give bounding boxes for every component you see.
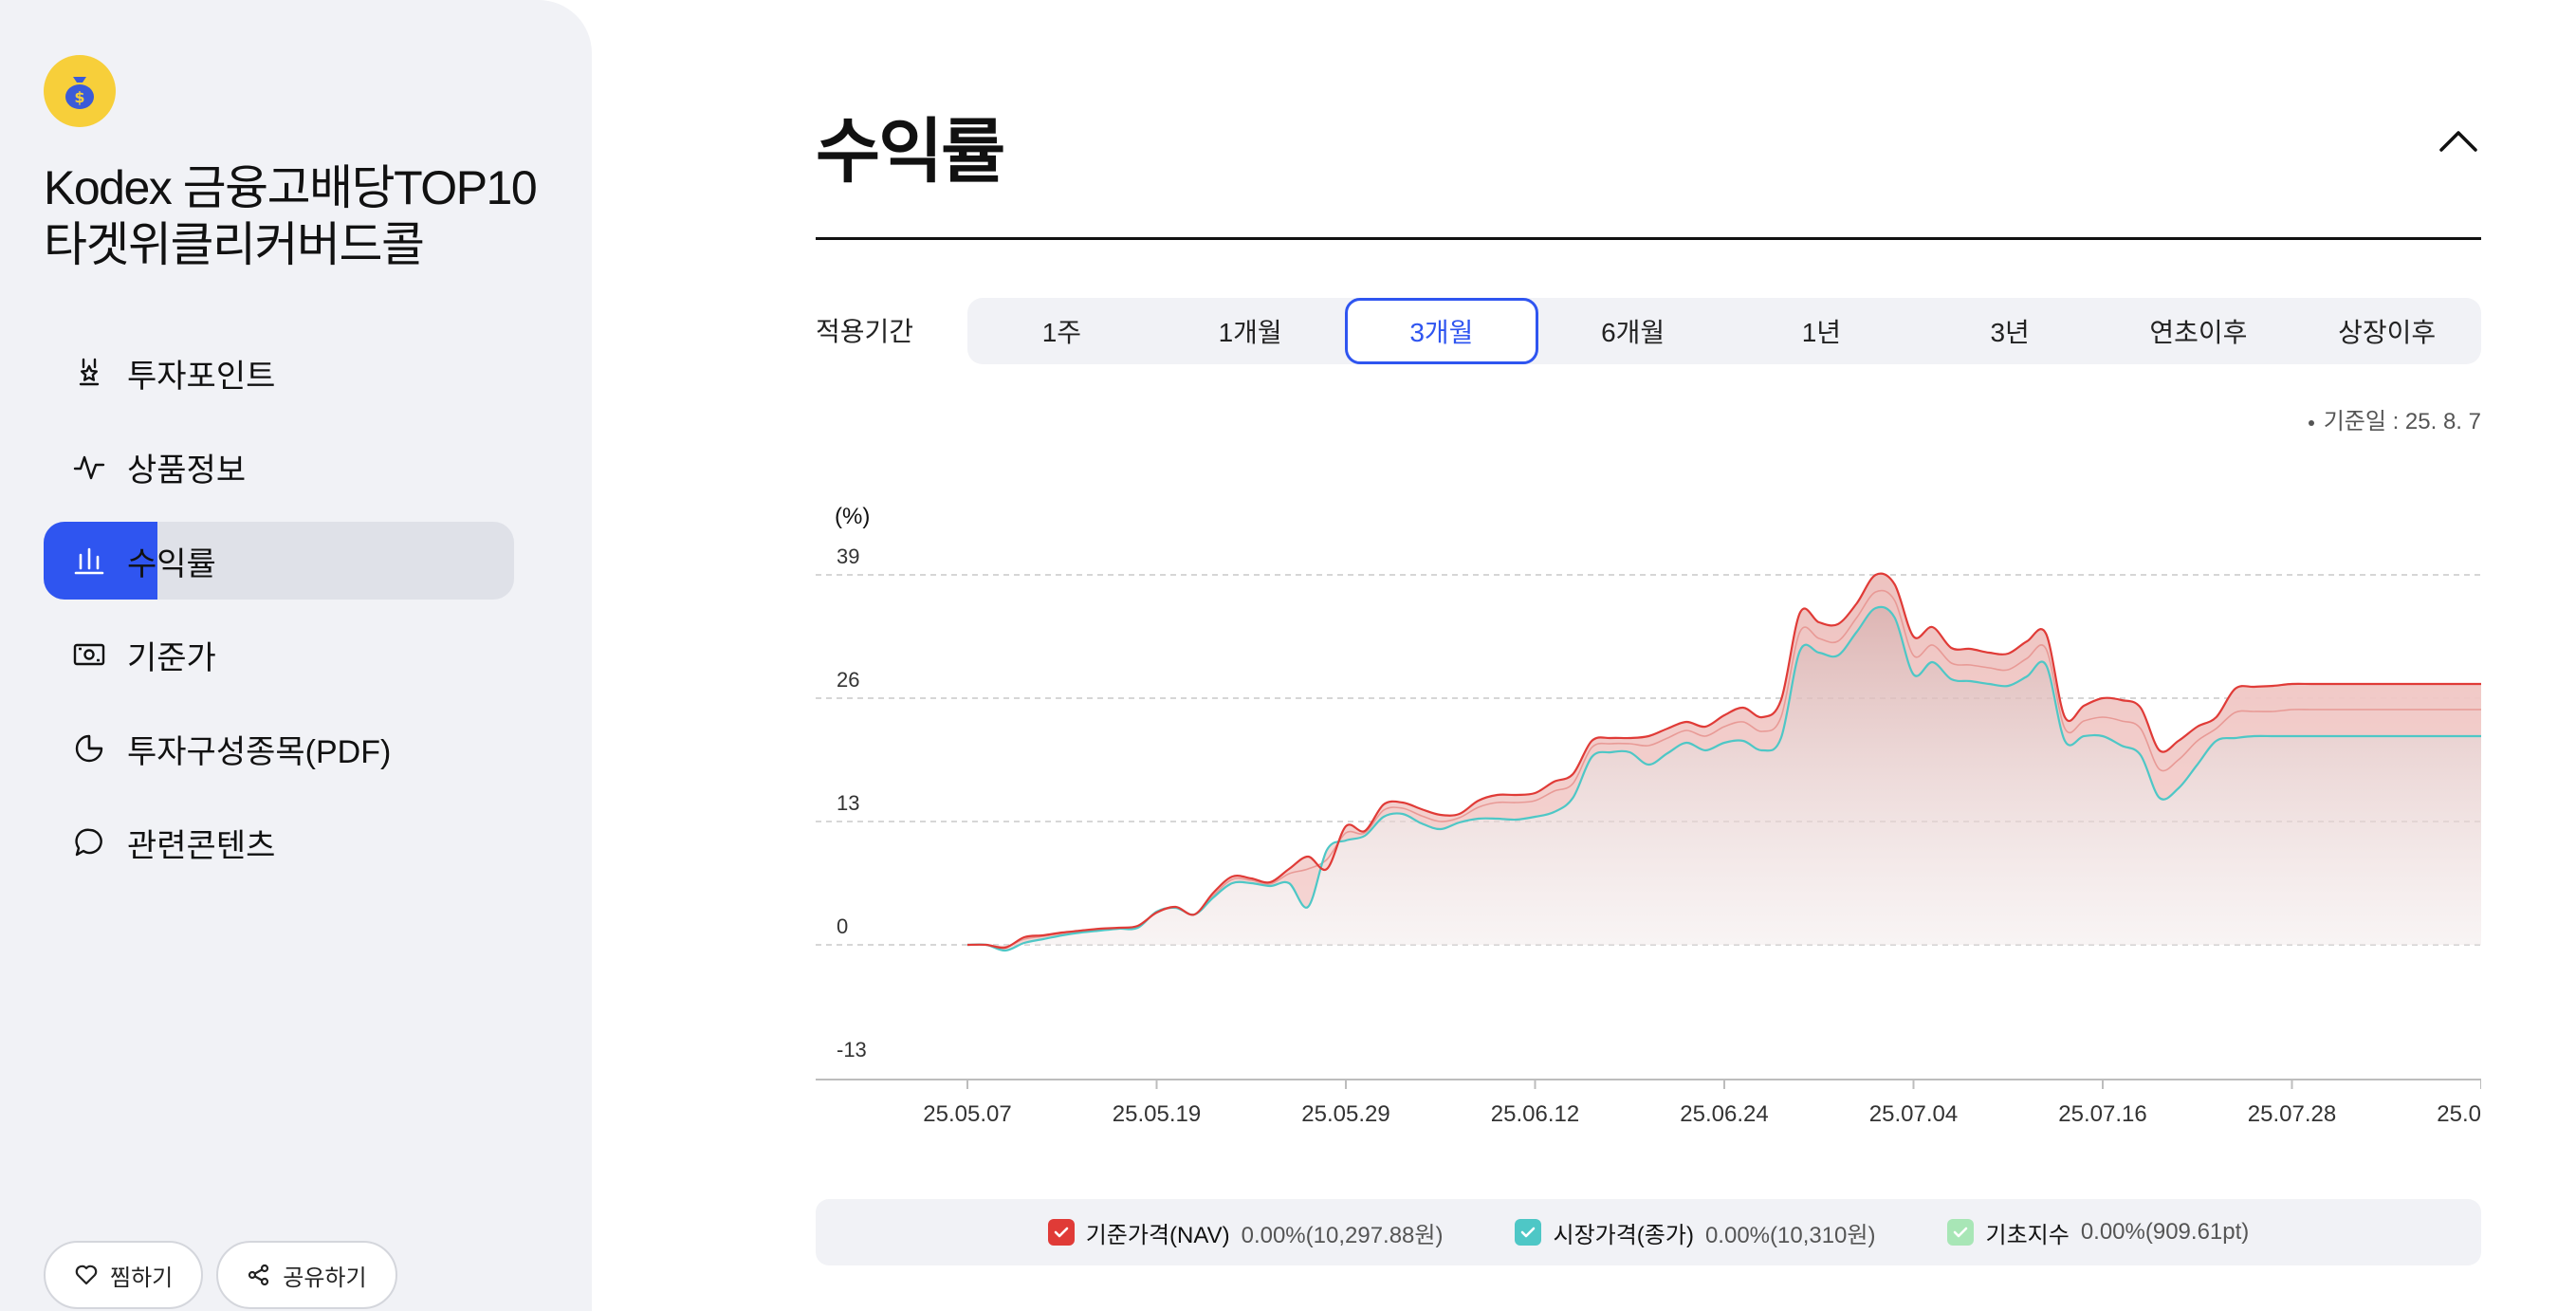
sidebar-item-related-contents[interactable]: 관련콘텐츠 (44, 803, 514, 881)
chat-bubble-icon (72, 825, 106, 859)
sidebar-item-label: 투자포인트 (127, 358, 276, 395)
pulse-icon (72, 450, 106, 484)
period-label: 적용기간 (816, 317, 914, 346)
legend-item-index[interactable]: 기초지수 0.00%(909.61pt) (1947, 1216, 2249, 1249)
share-label: 공유하기 (283, 1265, 367, 1291)
nav-market-band (967, 573, 2481, 951)
sidebar-item-investment-point[interactable]: 투자포인트 (44, 334, 514, 412)
series-line-nav (966, 572, 2481, 950)
fund-name: Kodex 금융고배당TOP10타겟위클리커버드콜 (44, 161, 538, 271)
page-title: 수익률 (816, 112, 1005, 191)
award-icon (72, 356, 106, 390)
tab-ytd[interactable]: 연초이후 (2149, 318, 2248, 347)
like-label: 찜하기 (110, 1265, 174, 1291)
tab-1m[interactable]: 1개월 (1218, 318, 1282, 347)
nav-area-fill (967, 573, 2481, 949)
x-tick-label: 25.05.19 (1113, 1101, 1201, 1127)
share-button[interactable]: 공유하기 (216, 1241, 397, 1309)
series-line-market-price (966, 605, 2481, 952)
sidebar-item-product-info[interactable]: 상품정보 (44, 428, 514, 506)
money-bag-logo: $ (44, 55, 116, 127)
series-line-index (966, 589, 2481, 949)
active-indicator (44, 522, 157, 600)
svg-text:$: $ (74, 88, 84, 106)
legend-value: 0.00%(909.61pt) (2080, 1219, 2250, 1245)
bar-chart-icon (72, 544, 106, 578)
tab-3m[interactable]: 3개월 (1344, 298, 1539, 364)
sidebar-item-pdf[interactable]: 투자구성종목(PDF) (44, 710, 514, 787)
checkbox-checked-icon[interactable] (1515, 1219, 1542, 1246)
title-divider (816, 237, 2481, 240)
tab-1w[interactable]: 1주 (1041, 318, 1082, 347)
sidebar-nav: 투자포인트 상품정보 수익률 기 (44, 334, 514, 897)
chevron-up-icon[interactable] (2436, 121, 2481, 159)
x-tick-label: 25.07.28 (2248, 1101, 2336, 1127)
y-tick-label: 39 (837, 545, 859, 568)
legend-name: 기초지수 (1985, 1222, 2070, 1248)
sidebar-item-label: 상품정보 (127, 452, 247, 489)
tab-1y[interactable]: 1년 (1801, 318, 1842, 347)
tab-3y[interactable]: 3년 (1990, 318, 2030, 347)
returns-chart: (%) 39 26 13 0 -13 25.05.07 25.05.19 25.05.29 25.… (816, 504, 2481, 1127)
period-tabs: 1주 1개월 3개월 6개월 1년 3년 연초이후 상장이후 (967, 298, 2481, 364)
pie-chart-icon (72, 731, 106, 766)
x-tick-label: 25.05.29 (1301, 1101, 1389, 1127)
y-tick-label: -13 (837, 1038, 867, 1062)
money-bag-icon: $ (65, 77, 94, 109)
checkbox-checked-icon[interactable] (1947, 1219, 1975, 1246)
like-button[interactable]: 찜하기 (44, 1241, 204, 1309)
sidebar: $ Kodex 금융고배당TOP10타겟위클리커버드콜 투자포인트 상품정보 (0, 0, 592, 1311)
sidebar-item-base-price[interactable]: 기준가 (44, 616, 514, 693)
share-icon (248, 1264, 269, 1286)
y-tick-label: 13 (837, 791, 859, 815)
sidebar-item-label: 수익률 (127, 545, 216, 582)
chart-legend: 기준가격(NAV) 0.00%(10,297.88원) 시장가격(종가) 0.0… (816, 1199, 2481, 1265)
as-of-text: 기준일 : 25. 8. 7 (2323, 409, 2481, 434)
legend-item-nav[interactable]: 기준가격(NAV) 0.00%(10,297.88원) (1047, 1216, 1444, 1249)
x-tick-label: 25.08.07 (2437, 1101, 2481, 1127)
sidebar-item-label: 관련콘텐츠 (127, 827, 276, 864)
x-tick-label: 25.07.16 (2058, 1101, 2146, 1127)
x-tick-label: 25.06.12 (1491, 1101, 1579, 1127)
sidebar-item-label: 투자구성종목(PDF) (127, 733, 392, 770)
tab-since-listing[interactable]: 상장이후 (2338, 318, 2437, 347)
x-tick-label: 25.05.07 (923, 1101, 1011, 1127)
y-tick-label: 0 (837, 914, 848, 938)
x-tick-label: 25.06.24 (1680, 1101, 1768, 1127)
y-tick-label: 26 (837, 668, 859, 692)
bullet-icon (2308, 419, 2314, 426)
sidebar-actions: 찜하기 공유하기 (44, 1241, 397, 1309)
legend-name: 시장가격(종가) (1553, 1222, 1694, 1248)
legend-item-market-price[interactable]: 시장가격(종가) 0.00%(10,310원) (1515, 1216, 1875, 1249)
heart-icon (75, 1265, 98, 1285)
sidebar-item-label: 기준가 (127, 639, 216, 676)
legend-value: 0.00%(10,297.88원) (1241, 1222, 1444, 1248)
legend-value: 0.00%(10,310원) (1704, 1222, 1876, 1248)
y-axis-unit: (%) (835, 504, 870, 529)
tab-6m[interactable]: 6개월 (1601, 318, 1665, 347)
legend-name: 기준가격(NAV) (1085, 1222, 1230, 1248)
sidebar-item-returns[interactable]: 수익률 (44, 522, 514, 600)
x-tick-label: 25.07.04 (1869, 1101, 1958, 1127)
checkbox-checked-icon[interactable] (1047, 1219, 1075, 1246)
banknote-icon (72, 637, 106, 672)
as-of-date: 기준일 : 25. 8. 7 (2308, 402, 2481, 435)
